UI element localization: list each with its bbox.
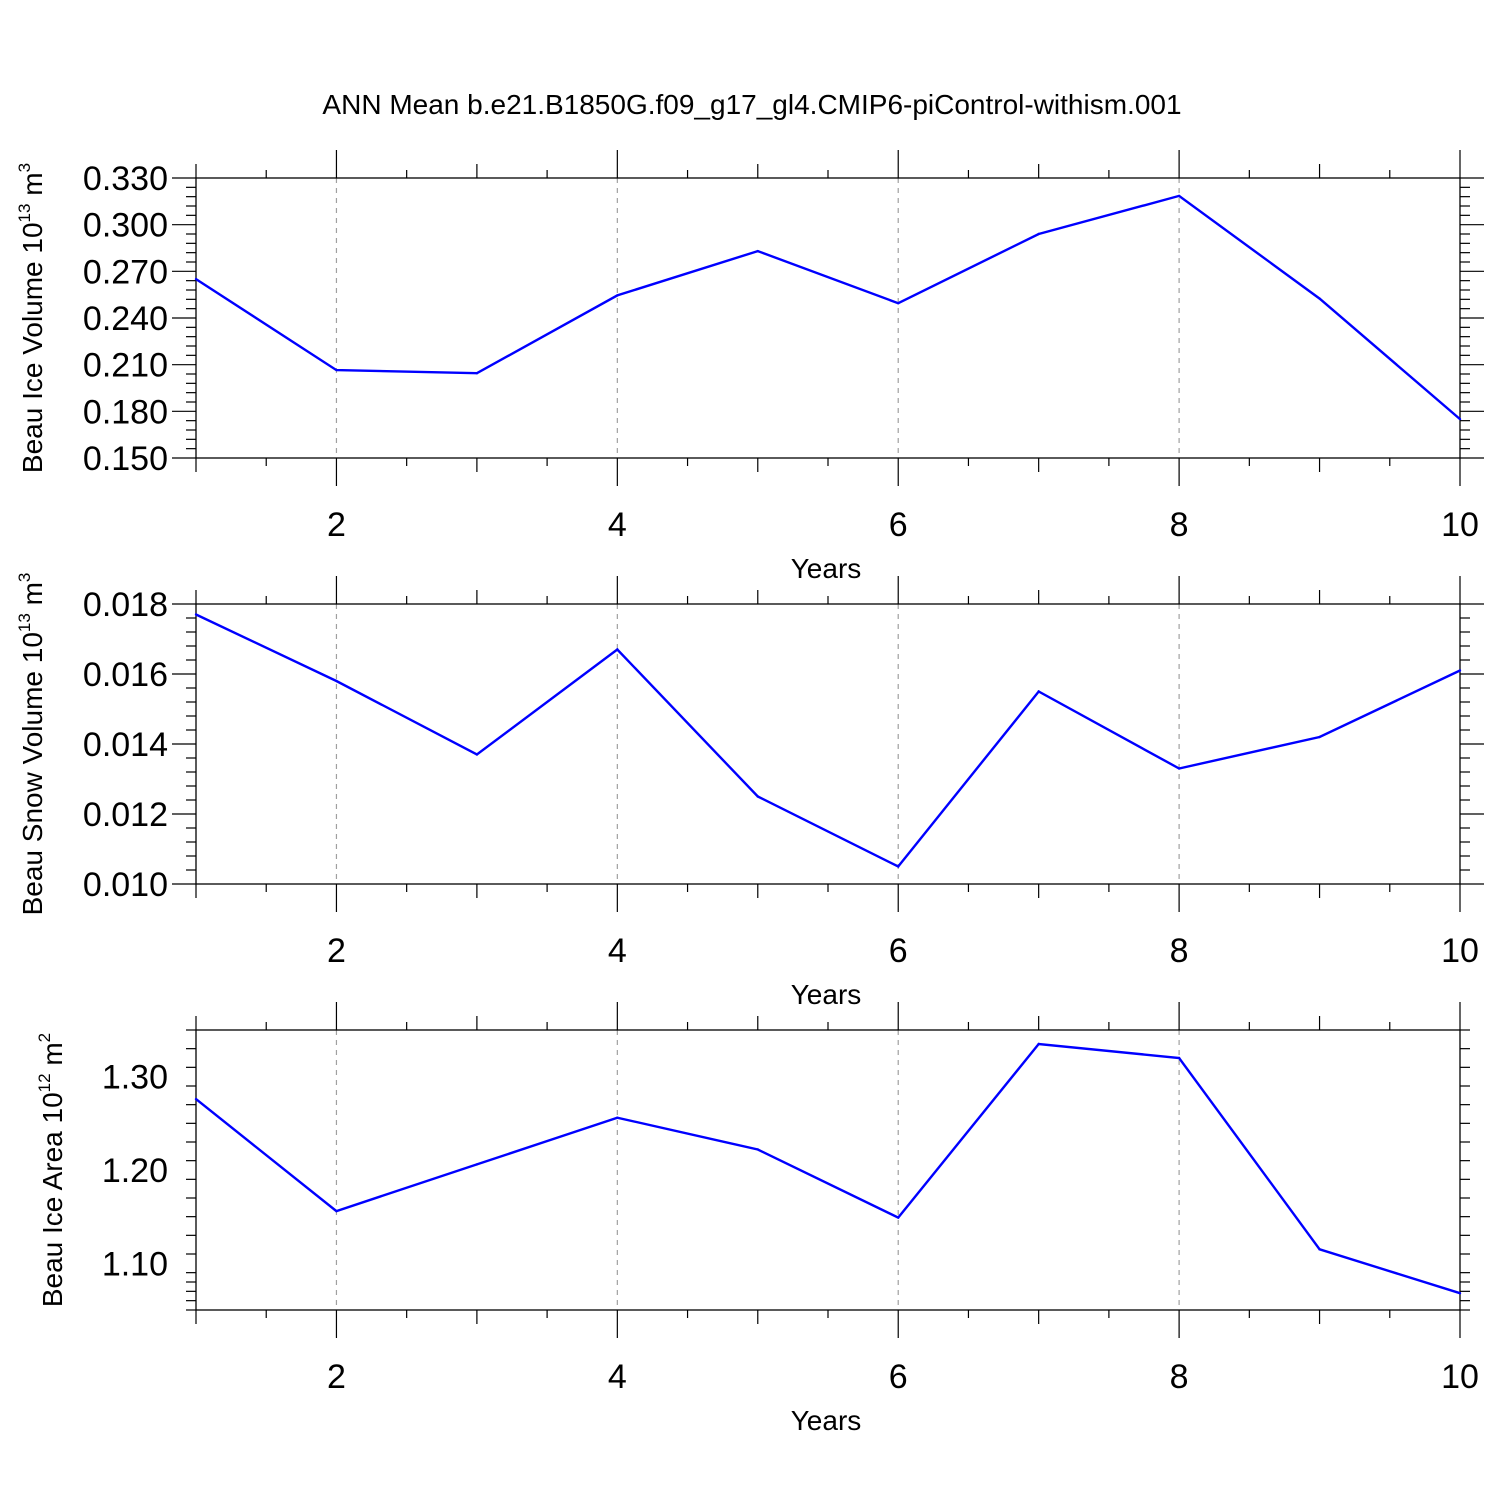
data-point xyxy=(756,249,759,253)
data-point xyxy=(1177,194,1181,198)
x-tick-label: 4 xyxy=(608,506,627,544)
y-tick-label: 0.150 xyxy=(83,440,168,478)
data-point xyxy=(194,277,198,281)
series-line xyxy=(195,194,1461,421)
chart-panel-1: 2 4 6 8 10 0.150 0.180 0.210 0.240 0.270 0.300 0.33… xyxy=(15,150,1484,584)
x-axis-label: Years xyxy=(791,1405,862,1436)
y-axis-label: Beau Ice Volume 1013 m3 xyxy=(15,163,48,473)
y-tick-label: 0.330 xyxy=(83,160,168,198)
x-tick-label: 6 xyxy=(889,506,908,544)
x-tick-label: 10 xyxy=(1441,932,1479,970)
x-tick-label: 2 xyxy=(327,932,346,970)
data-point xyxy=(1318,735,1321,739)
series-line xyxy=(195,613,1461,869)
data-point xyxy=(1458,1292,1462,1295)
y-tick-label: 0.014 xyxy=(83,726,168,764)
plot-frame xyxy=(195,177,1461,459)
data-point xyxy=(475,372,479,375)
y-tick-label: 0.180 xyxy=(83,393,168,431)
data-point xyxy=(1177,767,1181,770)
data-point xyxy=(335,679,338,683)
y-tick-label: 0.240 xyxy=(83,300,168,338)
y-tick-label: 0.018 xyxy=(83,586,168,624)
x-tick-label: 2 xyxy=(327,1358,346,1396)
data-point xyxy=(616,294,619,297)
x-tick-label: 2 xyxy=(327,506,346,544)
panels: 2 4 6 8 10 0.150 0.180 0.210 0.240 0.270 0.300 0.33… xyxy=(15,150,1484,1436)
data-point xyxy=(335,1209,338,1213)
x-tick-label: 8 xyxy=(1170,1358,1189,1396)
y-tick-label: 0.010 xyxy=(83,866,168,904)
data-point xyxy=(616,1116,619,1119)
x-tick-label: 10 xyxy=(1441,1358,1479,1396)
y-tick-label: 0.300 xyxy=(83,207,168,245)
y-tick-label: 0.210 xyxy=(83,347,168,385)
y-axis-label: Beau Snow Volume 1013 m3 xyxy=(15,573,48,916)
chart-panel-3: 2 4 6 8 10 1.10 1.20 1.30 Years Beau Ice Area 101… xyxy=(35,1002,1479,1436)
data-point xyxy=(475,1163,479,1166)
data-point xyxy=(1037,1042,1040,1046)
data-point xyxy=(1318,1248,1321,1251)
data-point xyxy=(897,302,900,305)
y-tick-label: 0.012 xyxy=(83,796,168,834)
plot-frame xyxy=(195,603,1461,885)
x-tick-label: 6 xyxy=(889,1358,908,1396)
data-point xyxy=(1037,690,1040,693)
data-point xyxy=(335,368,338,372)
data-point xyxy=(1177,1056,1181,1060)
y-tick-label: 0.016 xyxy=(83,656,168,694)
y-tick-label: 1.20 xyxy=(102,1152,168,1190)
x-tick-label: 6 xyxy=(889,932,908,970)
data-point xyxy=(616,648,619,651)
data-point xyxy=(194,1097,198,1101)
x-tick-label: 4 xyxy=(608,1358,627,1396)
chart-panel-2: 2 4 6 8 10 0.010 0.012 0.014 0.016 0.018 Years Beau… xyxy=(15,573,1484,1010)
data-point xyxy=(756,795,759,798)
x-axis-label: Years xyxy=(791,979,862,1010)
data-point xyxy=(1037,232,1040,236)
plot-frame xyxy=(195,1029,1461,1311)
x-tick-label: 4 xyxy=(608,932,627,970)
y-tick-label: 1.30 xyxy=(102,1059,168,1097)
y-axis-label: Beau Ice Area 1012 m2 xyxy=(35,1033,68,1307)
data-point xyxy=(756,1148,759,1151)
figure-title: ANN Mean b.e21.B1850G.f09_g17_gl4.CMIP6-… xyxy=(322,89,1181,120)
y-tick-label: 1.10 xyxy=(102,1245,168,1283)
data-point xyxy=(475,753,479,756)
x-axis-label: Years xyxy=(791,553,862,584)
data-point xyxy=(194,613,198,616)
data-point xyxy=(1458,417,1462,421)
x-tick-label: 8 xyxy=(1170,506,1189,544)
data-point xyxy=(897,865,900,868)
x-tick-label: 10 xyxy=(1441,506,1479,544)
y-tick-label: 0.270 xyxy=(83,253,168,291)
data-point xyxy=(897,1216,900,1219)
x-tick-label: 8 xyxy=(1170,932,1189,970)
data-point xyxy=(1458,669,1462,672)
series-line xyxy=(195,1042,1461,1295)
data-point xyxy=(1318,297,1321,300)
